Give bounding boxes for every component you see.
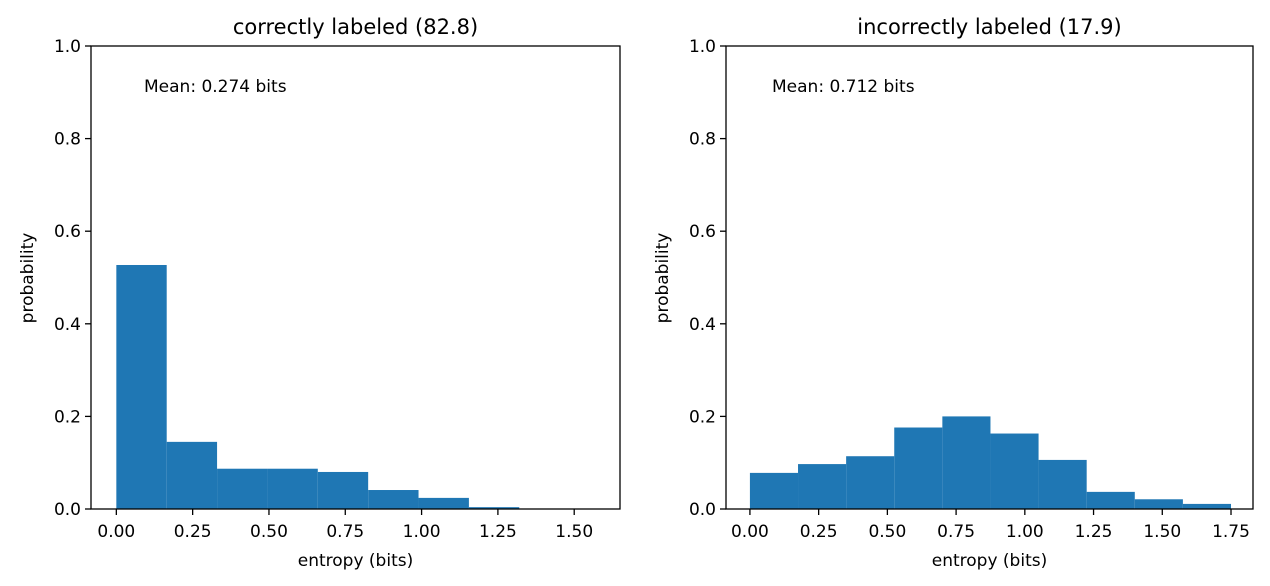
y-tick-label: 1.0 <box>54 37 81 57</box>
histogram-bars <box>116 264 570 509</box>
y-tick-label: 0.2 <box>54 407 81 427</box>
histogram-bar <box>418 497 469 509</box>
y-tick-label: 0.4 <box>689 315 716 335</box>
histogram-bar <box>798 464 847 509</box>
y-tick-label: 0.0 <box>689 500 716 520</box>
histogram-bar <box>990 433 1039 509</box>
y-tick-label: 0.6 <box>689 222 716 242</box>
y-axis-ticks: 0.0 0.2 0.4 0.6 0.8 1.0 <box>54 37 91 520</box>
x-axis-ticks: 0.00 0.25 0.50 0.75 1.00 1.25 1.50 <box>97 509 593 542</box>
mean-annotation: Mean: 0.712 bits <box>772 77 915 97</box>
x-tick-label: 1.75 <box>1212 522 1250 542</box>
histogram-bar <box>749 472 799 509</box>
y-tick-label: 0.8 <box>689 130 716 150</box>
histogram-bar <box>468 507 520 509</box>
x-tick-label: 0.50 <box>868 522 906 542</box>
histogram-bar <box>217 468 268 509</box>
plot-frame <box>725 45 1254 510</box>
histogram-bar <box>1038 459 1087 509</box>
chart-title: incorrectly labeled (17.9) <box>857 15 1121 39</box>
x-tick-label: 1.50 <box>555 522 593 542</box>
y-axis-ticks: 0.0 0.2 0.4 0.6 0.8 1.0 <box>689 37 726 520</box>
histogram-bars <box>749 416 1232 509</box>
histogram-bar <box>1182 503 1232 509</box>
plot-frame <box>90 45 621 510</box>
histogram-bar <box>846 456 895 509</box>
histogram-bar <box>166 441 218 509</box>
mean-annotation: Mean: 0.274 bits <box>144 77 287 97</box>
histogram-bar <box>1134 499 1183 509</box>
x-tick-label: 0.00 <box>97 522 135 542</box>
y-axis-label: probability <box>18 233 38 324</box>
histogram-bar <box>267 468 318 509</box>
histogram-bar <box>116 264 167 509</box>
histogram-bar <box>894 427 943 509</box>
y-axis-label: probability <box>653 233 673 324</box>
x-tick-label: 1.00 <box>1006 522 1044 542</box>
x-tick-label: 1.25 <box>479 522 517 542</box>
x-axis-ticks: 0.00 0.25 0.50 0.75 1.00 1.25 1.50 1.75 <box>731 509 1250 542</box>
x-axis-label: entropy (bits) <box>298 551 413 571</box>
x-axis-label: entropy (bits) <box>932 551 1047 571</box>
histogram-bar <box>368 490 419 509</box>
x-tick-label: 0.75 <box>937 522 975 542</box>
histogram-bar <box>317 471 369 509</box>
chart-incorrectly-labeled: incorrectly labeled (17.9) 0.00.20.40.60… <box>653 15 1254 571</box>
x-tick-label: 1.50 <box>1143 522 1181 542</box>
y-tick-label: 0.6 <box>54 222 81 242</box>
y-tick-label: 0.8 <box>54 130 81 150</box>
y-tick-label: 0.0 <box>54 500 81 520</box>
x-tick-label: 0.50 <box>250 522 288 542</box>
histogram-bar <box>1086 491 1135 509</box>
y-tick-label: 0.2 <box>689 407 716 427</box>
x-tick-label: 1.00 <box>403 522 441 542</box>
x-tick-label: 0.00 <box>731 522 769 542</box>
chart-title: correctly labeled (82.8) <box>233 15 478 39</box>
x-tick-label: 0.25 <box>800 522 838 542</box>
x-tick-label: 1.25 <box>1075 522 1113 542</box>
x-tick-label: 0.25 <box>174 522 212 542</box>
chart-correctly-labeled: correctly labeled (82.8) 0.0 0.2 0.4 0.6 0.8… <box>18 15 621 571</box>
x-tick-label: 0.75 <box>326 522 364 542</box>
y-tick-label: 0.4 <box>54 315 81 335</box>
y-tick-label: 1.0 <box>689 37 716 57</box>
histogram-bar <box>942 416 991 509</box>
